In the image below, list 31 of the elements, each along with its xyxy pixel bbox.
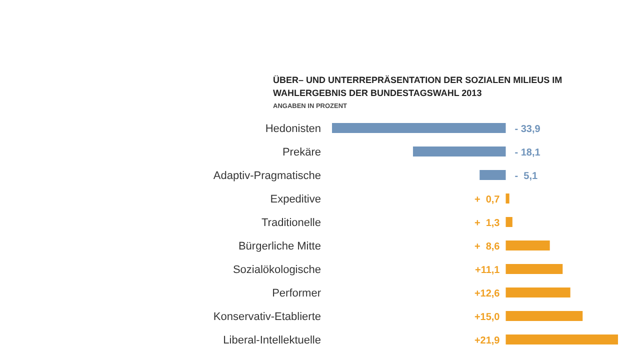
data-label: +15,0 (474, 312, 500, 323)
data-label: +21,9 (474, 336, 500, 346)
y-tick-label: Hedonisten (265, 122, 321, 135)
bar (506, 264, 563, 274)
y-tick-label: Traditionelle (261, 216, 321, 229)
data-label: + 0,7 (474, 194, 500, 206)
bar (480, 170, 506, 180)
bar (506, 288, 570, 298)
y-tick-label: Konservativ-Etablierte (213, 310, 321, 323)
data-label: +11,1 (474, 265, 500, 276)
y-tick-label: Performer (272, 287, 322, 300)
data-label: + 1,3 (474, 218, 500, 229)
chart-title: ÜBER– UND UNTERREPRÄSENTATION DER SOZIALEN MILIEUS IM WAHLERGEBNIS DER BUNDESTAGSWAHL 2013 (273, 74, 563, 100)
y-tick-label: Expeditive (270, 193, 321, 206)
bar (506, 240, 550, 250)
y-tick-label: Adaptiv-Pragmatische (213, 170, 321, 182)
y-tick-label: Prekäre (282, 146, 321, 158)
data-label: - 5,1 (514, 171, 538, 182)
y-tick-label: Liberal-Intellektuelle (223, 334, 321, 346)
data-label: + 8,6 (474, 242, 500, 252)
bar (506, 311, 583, 321)
bar (412, 146, 506, 156)
bar (506, 217, 512, 227)
data-label: +12,6 (474, 288, 500, 300)
bar (332, 123, 506, 133)
bar (506, 194, 510, 204)
data-label: - 33,9 (514, 124, 541, 135)
bar (506, 334, 618, 344)
y-tick-label: Bürgerliche Mitte (238, 240, 321, 252)
y-tick-label: Sozialökologische (232, 264, 321, 276)
data-label: - 18,1 (514, 148, 541, 158)
